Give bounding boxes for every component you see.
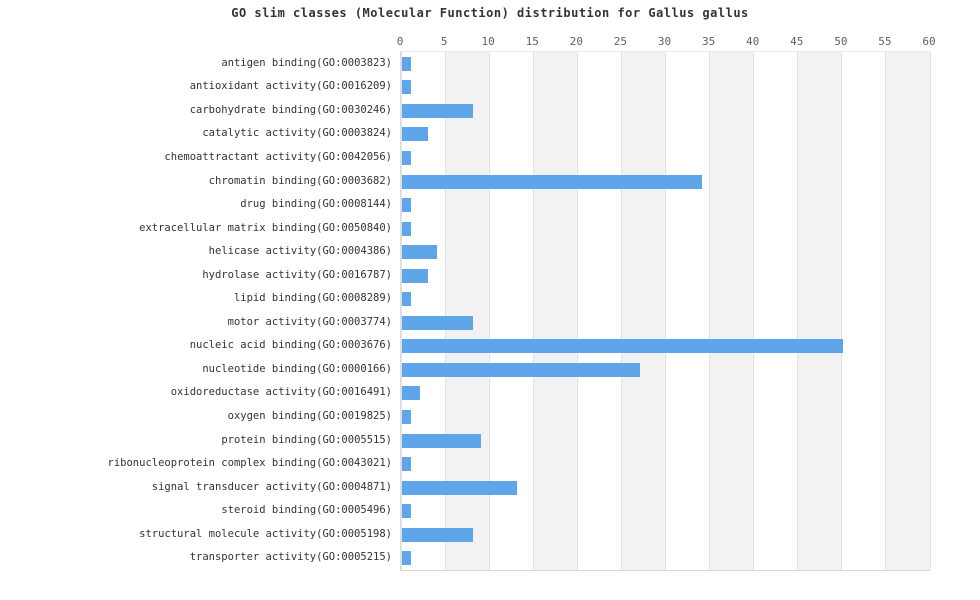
bar	[402, 457, 411, 472]
category-label: chromatin binding(GO:0003682)	[208, 174, 392, 187]
bar	[402, 221, 411, 236]
gridline	[488, 52, 490, 570]
category-label: oxygen binding(GO:0019825)	[227, 409, 392, 422]
bar	[402, 504, 411, 519]
category-label: transporter activity(GO:0005215)	[189, 551, 392, 564]
category-label: lipid binding(GO:0008289)	[233, 292, 392, 305]
category-label: antioxidant activity(GO:0016209)	[189, 80, 392, 93]
gridline	[841, 52, 843, 570]
category-label: protein binding(GO:0005515)	[221, 433, 392, 446]
gridline	[709, 52, 711, 570]
category-label: antigen binding(GO:0003823)	[221, 56, 392, 69]
x-tick-label: 25	[613, 35, 628, 48]
x-tick-label: 30	[657, 35, 672, 48]
category-label: nucleotide binding(GO:0000166)	[202, 362, 392, 375]
bar	[402, 409, 411, 424]
bar	[402, 198, 411, 213]
category-label: extracellular matrix binding(GO:0050840)	[139, 221, 392, 234]
plot-area	[400, 51, 931, 571]
bar	[402, 127, 429, 142]
bar	[402, 268, 429, 283]
background-stripe-band	[709, 52, 754, 570]
background-stripe-band	[621, 52, 666, 570]
gridline	[929, 52, 931, 570]
gridline	[444, 52, 446, 570]
gridline	[665, 52, 666, 570]
x-tick-label: 20	[569, 35, 583, 48]
x-tick-label: 35	[701, 35, 716, 48]
gridline	[576, 52, 578, 570]
background-stripe-band	[533, 52, 578, 570]
gridline	[620, 52, 622, 570]
background-stripe-band	[797, 52, 842, 570]
gridline	[400, 52, 402, 570]
bar	[402, 174, 702, 189]
bar	[402, 80, 411, 95]
bar	[402, 433, 482, 448]
category-label: structural molecule activity(GO:0005198)	[139, 527, 392, 540]
category-label: oxidoreductase activity(GO:0016491)	[170, 386, 392, 399]
gridline	[885, 52, 887, 570]
bar	[402, 315, 473, 330]
category-label: steroid binding(GO:0005496)	[221, 504, 392, 517]
category-label: drug binding(GO:0008144)	[240, 198, 392, 211]
gridline	[797, 52, 799, 570]
bar	[402, 527, 473, 542]
chart-title: GO slim classes (Molecular Function) dis…	[231, 6, 749, 20]
category-label: catalytic activity(GO:0003824)	[202, 127, 392, 140]
category-label: helicase activity(GO:0004386)	[208, 245, 392, 258]
bar	[402, 480, 517, 495]
background-stripe-band	[885, 52, 930, 570]
gridline	[753, 52, 755, 570]
bar	[402, 551, 411, 566]
x-tick-label: 55	[878, 35, 892, 48]
category-label: ribonucleoprotein complex binding(GO:004…	[107, 457, 392, 470]
gridline	[532, 52, 534, 570]
category-label: carbohydrate binding(GO:0030246)	[189, 103, 392, 116]
category-label: signal transducer activity(GO:0004871)	[151, 480, 392, 493]
x-tick-label: 45	[790, 35, 804, 48]
x-tick-label: 60	[922, 35, 936, 48]
bar	[402, 292, 411, 307]
bar	[402, 362, 641, 377]
x-tick-label: 5	[440, 35, 448, 48]
bar	[402, 103, 473, 118]
x-tick-label: 50	[834, 35, 848, 48]
x-tick-label: 0	[396, 35, 404, 48]
category-label: motor activity(GO:0003774)	[227, 315, 392, 328]
bar	[402, 56, 411, 71]
category-label: chemoattractant activity(GO:0042056)	[164, 150, 392, 163]
x-tick-label: 40	[746, 35, 760, 48]
bar	[402, 245, 438, 260]
category-label: hydrolase activity(GO:0016787)	[202, 268, 392, 281]
bar	[402, 339, 843, 354]
category-label: nucleic acid binding(GO:0003676)	[189, 339, 392, 352]
bar	[402, 386, 420, 401]
bar	[402, 150, 411, 165]
x-tick-label: 10	[481, 35, 495, 48]
x-tick-label: 15	[525, 35, 539, 48]
